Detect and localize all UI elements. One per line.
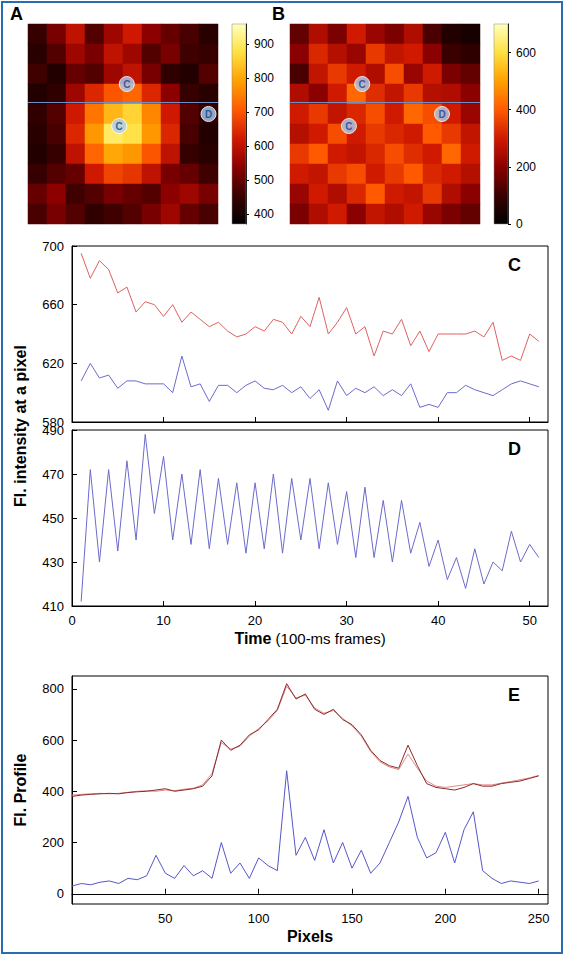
svg-text:C: C [345, 121, 352, 132]
svg-text:D: D [508, 439, 521, 459]
svg-text:430: 430 [42, 555, 64, 570]
svg-text:C: C [116, 121, 123, 132]
svg-text:Fl. intensity at a pixel: Fl. intensity at a pixel [12, 345, 29, 507]
svg-text:30: 30 [339, 613, 353, 628]
svg-text:50: 50 [522, 613, 536, 628]
svg-text:500: 500 [254, 173, 274, 187]
svg-text:0: 0 [516, 217, 523, 231]
svg-text:410: 410 [42, 599, 64, 614]
svg-text:C: C [508, 255, 521, 275]
svg-text:D: D [438, 109, 445, 120]
svg-text:B: B [272, 4, 285, 24]
svg-text:Pixels: Pixels [287, 928, 333, 945]
svg-text:660: 660 [42, 297, 64, 312]
svg-text:100: 100 [248, 911, 270, 926]
svg-text:C: C [359, 79, 366, 90]
svg-text:(100-ms frames): (100-ms frames) [271, 630, 385, 647]
svg-text:0: 0 [68, 613, 75, 628]
svg-text:600: 600 [42, 733, 64, 748]
svg-text:Fl. Profile: Fl. Profile [12, 753, 29, 826]
svg-text:150: 150 [341, 911, 363, 926]
svg-text:900: 900 [254, 37, 274, 51]
svg-text:490: 490 [42, 423, 64, 438]
svg-text:A: A [10, 4, 23, 24]
svg-text:450: 450 [42, 511, 64, 526]
svg-text:400: 400 [42, 784, 64, 799]
svg-text:D: D [205, 109, 212, 120]
svg-text:400: 400 [254, 207, 274, 221]
svg-text:0: 0 [57, 886, 64, 901]
svg-text:700: 700 [42, 239, 64, 254]
svg-text:200: 200 [516, 160, 536, 174]
svg-text:200: 200 [434, 911, 456, 926]
svg-text:C: C [123, 79, 130, 90]
svg-text:10: 10 [156, 613, 170, 628]
svg-text:50: 50 [158, 911, 172, 926]
svg-text:620: 620 [42, 356, 64, 371]
svg-text:20: 20 [248, 613, 262, 628]
svg-text:Time: Time [234, 630, 271, 647]
svg-text:400: 400 [516, 103, 536, 117]
svg-text:800: 800 [42, 681, 64, 696]
svg-text:600: 600 [516, 46, 536, 60]
svg-text:E: E [508, 685, 520, 705]
svg-text:40: 40 [431, 613, 445, 628]
svg-text:700: 700 [254, 105, 274, 119]
svg-text:200: 200 [42, 835, 64, 850]
svg-text:470: 470 [42, 467, 64, 482]
svg-text:600: 600 [254, 139, 274, 153]
svg-text:800: 800 [254, 71, 274, 85]
svg-text:250: 250 [528, 911, 550, 926]
